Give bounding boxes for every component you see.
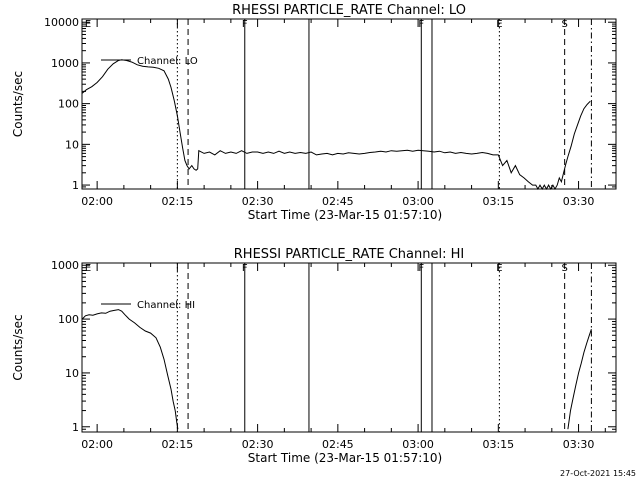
- plot-frame: [81, 262, 617, 433]
- y-tick-label: 10: [65, 367, 79, 380]
- event-marker-label: S: [561, 263, 567, 274]
- y-tick-label: 1: [72, 179, 79, 192]
- x-tick-label: 02:15: [162, 438, 194, 451]
- event-marker-label: E: [496, 263, 502, 274]
- series-line: [81, 309, 592, 430]
- legend-label: Channel: HI: [137, 300, 195, 311]
- x-tick-label: 02:30: [242, 195, 274, 208]
- series-line: [81, 59, 591, 191]
- event-marker-label: F: [242, 263, 248, 274]
- y-tick-label: 100: [58, 98, 79, 111]
- x-tick-label: 03:00: [402, 438, 434, 451]
- x-tick-label: 03:30: [563, 438, 595, 451]
- x-axis-label: Start Time (23-Mar-15 01:57:10): [248, 208, 442, 222]
- y-axis-label: Counts/sec: [11, 71, 25, 137]
- lo-channel-panel: RHESSI PARTICLE_RATE Channel: LO 1 10 100 10…: [11, 3, 617, 222]
- event-marker-label: E: [85, 19, 91, 30]
- event-marker-label: F: [418, 19, 424, 30]
- y-axis-label: Counts/sec: [11, 314, 25, 380]
- y-tick-label: 10000: [44, 16, 79, 29]
- chart-title: RHESSI PARTICLE_RATE Channel: HI: [234, 247, 464, 262]
- y-tick-label: 1: [72, 421, 79, 434]
- x-tick-label: 02:15: [162, 195, 194, 208]
- event-marker-label: F: [242, 19, 248, 30]
- x-tick-label: 03:15: [482, 438, 514, 451]
- x-tick-label: 03:00: [402, 195, 434, 208]
- chart-title: RHESSI PARTICLE_RATE Channel: LO: [232, 3, 466, 18]
- x-axis-label: Start Time (23-Mar-15 01:57:10): [248, 451, 442, 465]
- x-tick-label: 02:00: [81, 195, 113, 208]
- y-tick-label: 1000: [51, 57, 79, 70]
- hi-channel-panel: RHESSI PARTICLE_RATE Channel: HI 1 10 100 10…: [11, 247, 617, 465]
- y-tick-label: 100: [58, 313, 79, 326]
- y-tick-label: 1000: [51, 259, 79, 272]
- x-tick-label: 02:00: [81, 438, 113, 451]
- legend-label: Channel: LO: [137, 56, 198, 67]
- x-tick-label: 03:15: [482, 195, 514, 208]
- footer-timestamp: 27-Oct-2021 15:45: [560, 469, 636, 478]
- x-tick-label: 02:30: [242, 438, 274, 451]
- x-tick-label: 03:30: [563, 195, 595, 208]
- event-marker-label: F: [418, 263, 424, 274]
- x-tick-label: 02:45: [322, 438, 354, 451]
- event-marker-label: S: [561, 19, 567, 30]
- x-tick-label: 02:45: [322, 195, 354, 208]
- plot-frame: [81, 18, 617, 190]
- y-tick-label: 10: [65, 138, 79, 151]
- event-marker-label: E: [496, 19, 502, 30]
- event-marker-label: E: [85, 263, 91, 274]
